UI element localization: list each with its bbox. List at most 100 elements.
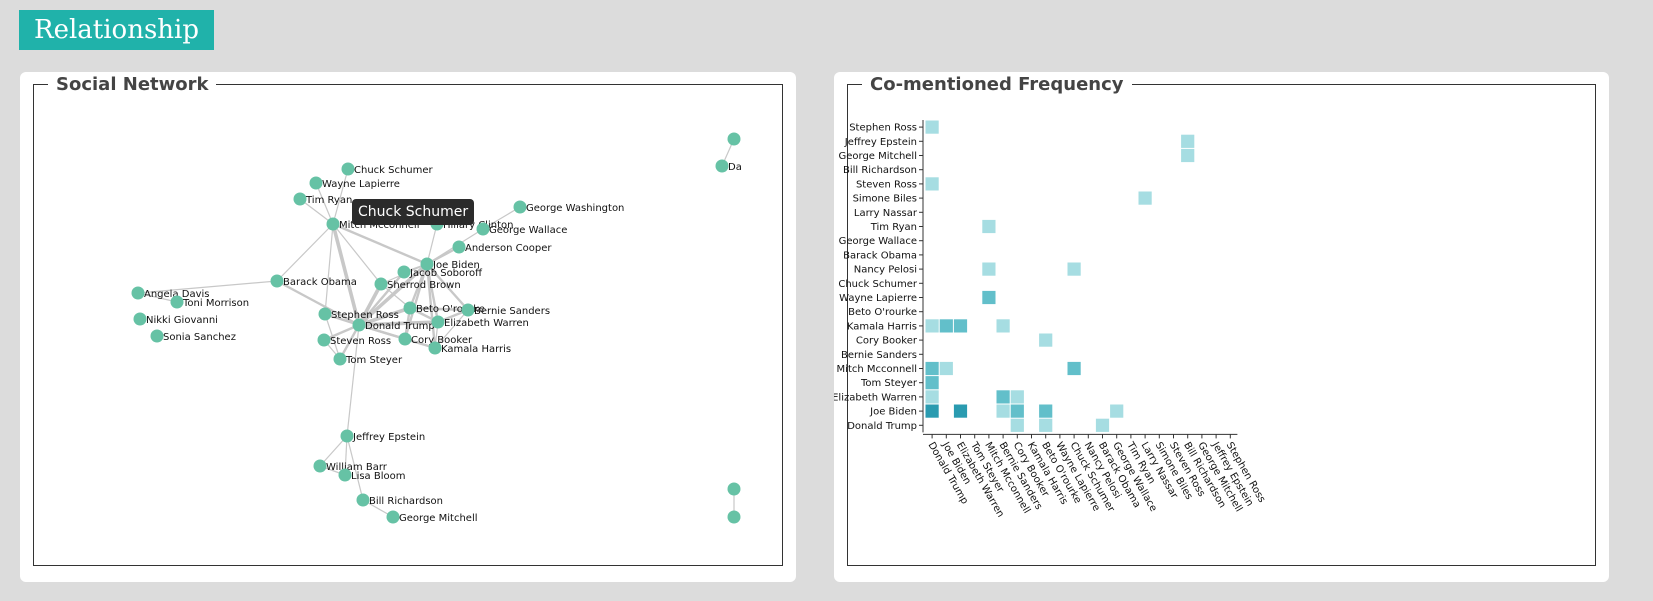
y-tick-label: Joe Biden [869,407,917,418]
network-node[interactable] [727,132,741,146]
network-node[interactable] [727,510,741,524]
node-circle[interactable] [428,341,442,355]
node-circle[interactable] [403,301,417,315]
network-node[interactable]: Stephen Ross [318,307,399,322]
node-label: Chuck Schumer [354,165,434,176]
network-links [137,138,735,518]
network-node[interactable]: Bernie Sanders [461,303,551,318]
heatmap-cell [996,319,1010,333]
heatmap-cell [925,361,939,376]
network-node[interactable]: Sherrod Brown [374,277,461,292]
node-label: Elizabeth Warren [444,318,529,329]
page-title: Relationship [19,10,214,50]
network-node[interactable]: Cory Booker [398,332,473,347]
network-link [403,263,429,340]
node-circle[interactable] [398,332,412,346]
network-node[interactable]: Elizabeth Warren [431,315,529,330]
node-circle[interactable] [727,132,741,146]
heatmap-cell [1039,418,1053,432]
y-tick-label: Nancy Pelosi [854,265,917,276]
node-circle[interactable] [452,240,466,254]
node-circle[interactable] [397,265,411,279]
y-tick-label: Bill Richardson [843,165,917,176]
network-node[interactable]: Nikki Giovanni [133,312,218,327]
network-node[interactable]: Beto O'rourke [403,301,485,316]
network-link [324,313,341,360]
node-circle[interactable] [386,510,400,524]
network-node[interactable]: Chuck Schumer [341,162,434,177]
network-link [426,223,438,265]
node-circle[interactable] [715,159,729,173]
network-node[interactable]: Steven Ross [317,333,392,348]
network-node[interactable]: Mitch Mcconnell [326,217,420,232]
node-circle[interactable] [333,352,347,366]
network-node[interactable]: Kamala Harris [428,341,512,356]
node-circle[interactable] [356,493,370,507]
network-node[interactable]: George Washington [513,200,625,215]
network-node[interactable]: Lisa Bloom [338,468,406,483]
node-label: Jacob Soboroff [409,268,483,279]
network-node[interactable]: Sonia Sanchez [150,329,236,344]
network-node[interactable]: Barack Obama [270,274,357,289]
network-node[interactable]: Jeffrey Epstein [340,429,426,444]
network-node[interactable]: Jacob Soboroff [397,265,484,280]
y-tick-label: Steven Ross [856,179,917,190]
network-node[interactable]: Bill Richardson [356,493,444,508]
node-circle[interactable] [513,200,527,214]
node-circle[interactable] [340,429,354,443]
network-graph[interactable]: Chuck Schumer Wayne Lapierre Tim Ryan Mitch… [20,72,796,582]
node-circle[interactable] [727,482,741,496]
node-label: Wayne Lapierre [322,179,400,190]
network-node[interactable]: Anderson Cooper [452,240,553,255]
y-tick-label: Elizabeth Warren [834,392,917,403]
y-tick-label: Donald Trump [847,421,917,432]
network-node[interactable]: Tom Steyer [333,352,403,367]
co-mention-legend: Co-mentioned Frequency [870,74,1124,95]
node-tooltip: Chuck Schumer [352,199,475,225]
network-node[interactable]: George Wallace [476,222,568,237]
node-circle[interactable] [727,510,741,524]
heatmap-cells [925,120,1195,432]
network-node[interactable]: Joe Biden [420,257,480,272]
node-circle[interactable] [293,192,307,206]
network-node[interactable]: Angela Davis [131,286,210,301]
node-circle[interactable] [326,217,340,231]
network-node[interactable]: Da [715,159,742,174]
network-link [426,263,469,311]
node-circle[interactable] [420,257,434,271]
y-tick-label: George Mitchell [838,151,917,162]
node-circle[interactable] [461,303,475,317]
y-tick-label: Wayne Lapierre [839,293,917,304]
heatmap-cell [925,319,939,333]
heatmap-cell [1010,404,1024,418]
node-circle[interactable] [309,176,323,190]
node-circle[interactable] [150,329,164,343]
network-node[interactable] [727,482,741,496]
node-circle[interactable] [338,468,352,482]
y-tick-label: Simone Biles [853,194,917,205]
node-circle[interactable] [170,295,184,309]
node-circle[interactable] [133,312,147,326]
heatmap-chart: Stephen Ross Jeffrey Epstein George Mitche… [834,120,1267,519]
node-circle[interactable] [476,222,490,236]
node-circle[interactable] [431,315,445,329]
network-link [315,182,334,225]
y-tick-label: Kamala Harris [847,321,917,332]
node-circle[interactable] [317,333,331,347]
network-node[interactable]: William Barr [313,459,388,474]
y-tick-label: Jeffrey Epstein [844,137,917,148]
node-circle[interactable] [352,318,366,332]
node-circle[interactable] [374,277,388,291]
network-node[interactable]: Tim Ryan [293,192,353,207]
node-label: Bernie Sanders [474,306,550,317]
network-node[interactable]: Wayne Lapierre [309,176,400,191]
network-link [332,222,428,266]
node-circle[interactable] [313,459,327,473]
node-circle[interactable] [131,286,145,300]
network-node[interactable]: Donald Trump [352,318,435,333]
node-circle[interactable] [341,162,355,176]
network-node[interactable]: Toni Morrison [170,295,250,310]
node-circle[interactable] [270,274,284,288]
network-node[interactable]: George Mitchell [386,510,478,525]
node-circle[interactable] [318,307,332,321]
